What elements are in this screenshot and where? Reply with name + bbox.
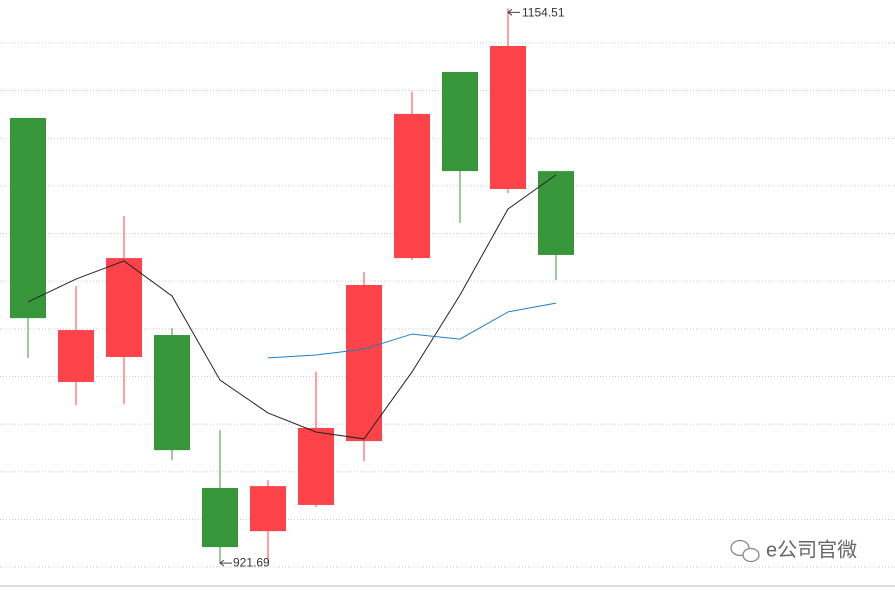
candle-body: [394, 113, 430, 259]
candle-body: [490, 45, 526, 189]
label-arrow: [219, 559, 232, 567]
low-label: 921.69: [233, 555, 270, 569]
candle-body: [106, 258, 142, 357]
high-label: 1154.51: [522, 5, 565, 19]
label-arrow: [507, 8, 520, 16]
ma-line: [27, 174, 557, 440]
candle-body: [250, 486, 286, 532]
candle-body: [538, 171, 574, 255]
watermark-icon: [730, 539, 760, 563]
candle-body: [10, 117, 46, 319]
candle-body: [346, 284, 382, 442]
candle-body: [58, 330, 94, 382]
ma-line: [267, 302, 557, 359]
watermark: e公司官微: [766, 538, 857, 561]
candle-body: [442, 71, 478, 172]
candle-body: [202, 488, 238, 548]
candle-body: [298, 427, 334, 505]
candle-body: [154, 335, 190, 451]
